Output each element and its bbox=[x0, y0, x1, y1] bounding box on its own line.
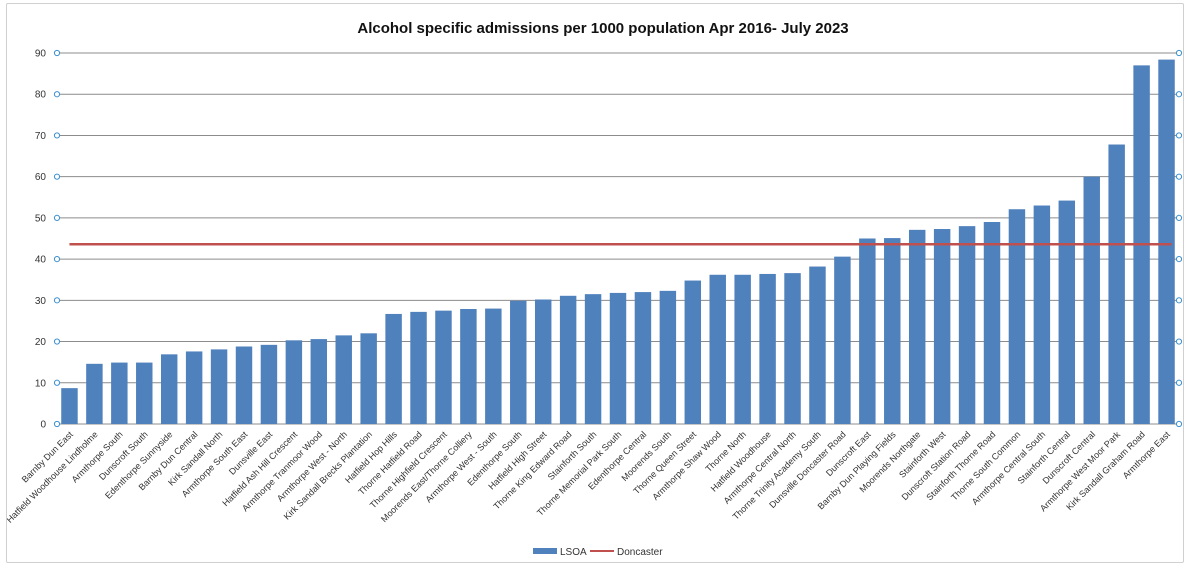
bar bbox=[61, 388, 78, 424]
bar bbox=[510, 300, 527, 424]
bar bbox=[235, 346, 253, 424]
axis-marker-left bbox=[53, 256, 61, 263]
bar bbox=[260, 344, 278, 424]
bar bbox=[908, 229, 926, 424]
bar bbox=[385, 313, 402, 424]
bar bbox=[659, 290, 677, 424]
bar bbox=[559, 295, 577, 424]
bar bbox=[983, 222, 1001, 424]
axis-marker-right bbox=[1175, 49, 1183, 57]
y-tick-label: 80 bbox=[35, 90, 47, 101]
bar bbox=[884, 238, 901, 424]
y-tick-label: 90 bbox=[35, 49, 47, 60]
y-tick-label: 30 bbox=[35, 296, 47, 307]
y-tick-label: 70 bbox=[35, 131, 47, 142]
y-tick-label: 40 bbox=[35, 255, 47, 266]
bar bbox=[410, 311, 427, 424]
bar bbox=[734, 274, 751, 424]
bar bbox=[584, 294, 602, 424]
bar bbox=[136, 362, 153, 424]
y-tick-label: 0 bbox=[40, 420, 46, 431]
axis-marker-left bbox=[53, 91, 61, 98]
bar bbox=[859, 238, 876, 424]
bar bbox=[809, 266, 826, 424]
y-tick-label: 20 bbox=[35, 337, 47, 348]
bar bbox=[111, 362, 128, 424]
axis-marker-left bbox=[53, 297, 61, 304]
axis-marker-right bbox=[1175, 420, 1183, 428]
axis-marker-right bbox=[1175, 379, 1183, 386]
bar bbox=[210, 349, 228, 424]
y-tick-label: 60 bbox=[35, 172, 47, 183]
axis-marker-right bbox=[1175, 173, 1183, 180]
bar bbox=[1083, 176, 1100, 424]
legend: LSOA Doncaster bbox=[533, 547, 663, 558]
bar bbox=[310, 339, 328, 424]
bar bbox=[185, 351, 203, 424]
bar bbox=[1033, 205, 1051, 424]
axis-marker-right bbox=[1175, 338, 1183, 345]
bar bbox=[435, 310, 452, 424]
bar bbox=[335, 335, 352, 424]
bar bbox=[784, 273, 801, 424]
bar bbox=[1008, 209, 1026, 424]
axis-marker-right bbox=[1175, 297, 1183, 304]
bar bbox=[360, 333, 377, 424]
bar bbox=[684, 280, 702, 424]
axis-marker-right bbox=[1175, 256, 1183, 263]
bar bbox=[1158, 59, 1175, 425]
bar bbox=[759, 273, 776, 424]
bar bbox=[485, 308, 502, 424]
bar bbox=[609, 292, 627, 424]
bar bbox=[709, 274, 726, 424]
axis-marker-right bbox=[1175, 132, 1183, 139]
bar bbox=[160, 354, 178, 424]
axis-marker-right bbox=[1175, 214, 1183, 221]
bar bbox=[1108, 144, 1125, 424]
bar bbox=[933, 229, 951, 424]
bar bbox=[86, 363, 103, 424]
bar bbox=[1058, 200, 1076, 424]
axis-marker-left bbox=[53, 338, 61, 345]
chart-title: Alcohol specific admissions per 1000 pop… bbox=[357, 20, 848, 37]
legend-label-doncaster: Doncaster bbox=[617, 547, 663, 558]
axis-marker-right bbox=[1175, 91, 1183, 98]
legend-label-lsoa: LSOA bbox=[560, 547, 587, 558]
axis-marker-left bbox=[53, 173, 61, 180]
bar bbox=[634, 292, 652, 424]
y-tick-label: 10 bbox=[35, 378, 47, 389]
y-tick-label: 50 bbox=[35, 213, 47, 224]
chart-frame: Alcohol specific admissions per 1000 pop… bbox=[6, 3, 1184, 563]
bar bbox=[834, 256, 851, 424]
axis-marker-left bbox=[53, 420, 61, 428]
axis-marker-left bbox=[53, 214, 61, 221]
bar bbox=[285, 340, 303, 424]
y-axis: 0 10 20 30 40 50 60 70 80 90 bbox=[35, 49, 1183, 431]
bar bbox=[958, 226, 976, 424]
chart-svg: Alcohol specific admissions per 1000 pop… bbox=[7, 20, 1183, 558]
axis-marker-left bbox=[53, 379, 61, 386]
axis-marker-left bbox=[53, 132, 61, 139]
bar bbox=[460, 308, 477, 424]
bar bbox=[534, 299, 552, 424]
legend-swatch-lsoa bbox=[533, 548, 557, 554]
axis-marker-left bbox=[53, 49, 61, 57]
bar-series bbox=[61, 59, 1175, 425]
